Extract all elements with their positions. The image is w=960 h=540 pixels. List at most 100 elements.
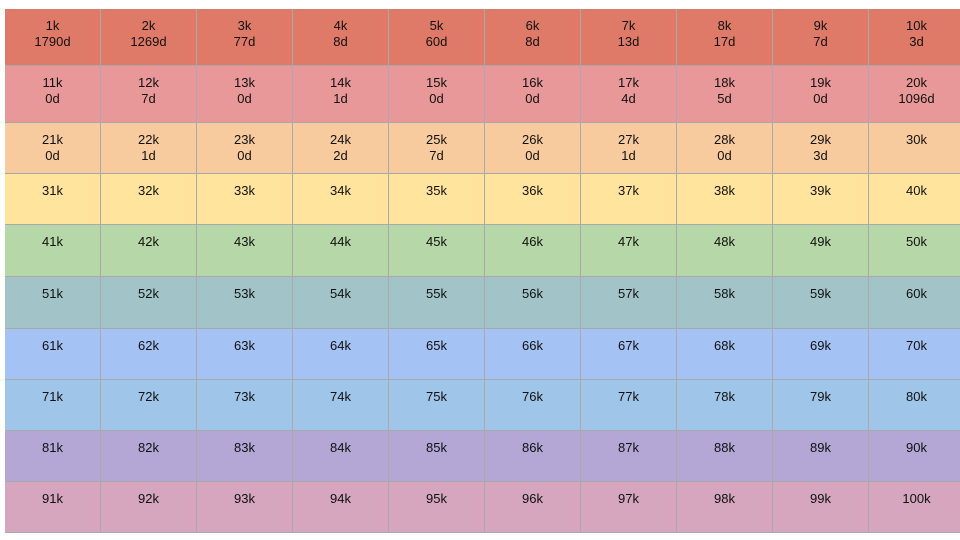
grid-cell[interactable]: 83k [197,431,293,482]
grid-cell[interactable]: 74k [293,380,389,431]
grid-cell[interactable]: 13k 0d [197,66,293,123]
grid-cell[interactable]: 19k 0d [773,66,869,123]
grid-cell[interactable]: 14k 1d [293,66,389,123]
grid-cell[interactable]: 44k [293,225,389,277]
grid-cell[interactable]: 87k [581,431,677,482]
grid-cell[interactable]: 94k [293,482,389,533]
grid-cell[interactable]: 68k [677,329,773,380]
grid-cell[interactable]: 33k [197,174,293,225]
grid-cell[interactable]: 64k [293,329,389,380]
grid-cell[interactable]: 42k [101,225,197,277]
grid-cell[interactable]: 100k [869,482,960,533]
grid-cell[interactable]: 4k 8d [293,9,389,66]
grid-cell[interactable]: 90k [869,431,960,482]
grid-cell[interactable]: 46k [485,225,581,277]
grid-cell[interactable]: 85k [389,431,485,482]
grid-cell[interactable]: 3k 77d [197,9,293,66]
grid-cell[interactable]: 41k [5,225,101,277]
grid-cell[interactable]: 89k [773,431,869,482]
grid-cell[interactable]: 10k 3d [869,9,960,66]
grid-cell[interactable]: 97k [581,482,677,533]
grid-cell[interactable]: 37k [581,174,677,225]
grid-cell[interactable]: 15k 0d [389,66,485,123]
grid-cell[interactable]: 60k [869,277,960,329]
grid-cell[interactable]: 6k 8d [485,9,581,66]
grid-cell[interactable]: 61k [5,329,101,380]
grid-cell[interactable]: 20k 1096d [869,66,960,123]
grid-cell[interactable]: 31k [5,174,101,225]
grid-cell[interactable]: 75k [389,380,485,431]
grid-cell[interactable]: 51k [5,277,101,329]
grid-cell[interactable]: 82k [101,431,197,482]
grid-cell[interactable]: 36k [485,174,581,225]
grid-cell[interactable]: 18k 5d [677,66,773,123]
grid-cell[interactable]: 21k 0d [5,123,101,174]
grid-cell[interactable]: 22k 1d [101,123,197,174]
grid-cell[interactable]: 96k [485,482,581,533]
grid-cell[interactable]: 71k [5,380,101,431]
grid-cell[interactable]: 86k [485,431,581,482]
grid-cell[interactable]: 76k [485,380,581,431]
grid-cell[interactable]: 57k [581,277,677,329]
grid-cell[interactable]: 88k [677,431,773,482]
grid-cell[interactable]: 38k [677,174,773,225]
grid-cell[interactable]: 47k [581,225,677,277]
grid-cell[interactable]: 98k [677,482,773,533]
grid-cell[interactable]: 12k 7d [101,66,197,123]
grid-cell[interactable]: 29k 3d [773,123,869,174]
grid-cell[interactable]: 95k [389,482,485,533]
grid-cell[interactable]: 91k [5,482,101,533]
grid-cell[interactable]: 34k [293,174,389,225]
grid-cell[interactable]: 52k [101,277,197,329]
grid-cell[interactable]: 69k [773,329,869,380]
grid-cell[interactable]: 45k [389,225,485,277]
grid-cell[interactable]: 43k [197,225,293,277]
grid-cell[interactable]: 40k [869,174,960,225]
grid-cell[interactable]: 25k 7d [389,123,485,174]
grid-cell[interactable]: 24k 2d [293,123,389,174]
grid-cell[interactable]: 99k [773,482,869,533]
grid-cell[interactable]: 50k [869,225,960,277]
grid-cell[interactable]: 39k [773,174,869,225]
grid-cell[interactable]: 8k 17d [677,9,773,66]
grid-cell[interactable]: 35k [389,174,485,225]
grid-cell[interactable]: 17k 4d [581,66,677,123]
grid-cell[interactable]: 23k 0d [197,123,293,174]
grid-cell[interactable]: 7k 13d [581,9,677,66]
grid-cell[interactable]: 66k [485,329,581,380]
grid-cell[interactable]: 81k [5,431,101,482]
grid-cell[interactable]: 16k 0d [485,66,581,123]
grid-cell[interactable]: 32k [101,174,197,225]
grid-cell[interactable]: 26k 0d [485,123,581,174]
grid-cell[interactable]: 55k [389,277,485,329]
grid-cell[interactable]: 28k 0d [677,123,773,174]
grid-cell[interactable]: 78k [677,380,773,431]
grid-cell[interactable]: 56k [485,277,581,329]
grid-cell[interactable]: 11k 0d [5,66,101,123]
grid-cell[interactable]: 70k [869,329,960,380]
grid-cell[interactable]: 84k [293,431,389,482]
grid-cell[interactable]: 63k [197,329,293,380]
grid-cell[interactable]: 92k [101,482,197,533]
grid-cell[interactable]: 30k [869,123,960,174]
grid-cell[interactable]: 1k 1790d [5,9,101,66]
grid-cell[interactable]: 59k [773,277,869,329]
grid-cell[interactable]: 79k [773,380,869,431]
grid-cell[interactable]: 67k [581,329,677,380]
grid-cell[interactable]: 53k [197,277,293,329]
grid-cell[interactable]: 62k [101,329,197,380]
grid-cell[interactable]: 49k [773,225,869,277]
grid-cell[interactable]: 73k [197,380,293,431]
grid-cell[interactable]: 54k [293,277,389,329]
grid-cell[interactable]: 9k 7d [773,9,869,66]
grid-cell[interactable]: 58k [677,277,773,329]
grid-cell[interactable]: 80k [869,380,960,431]
grid-cell[interactable]: 65k [389,329,485,380]
grid-cell[interactable]: 77k [581,380,677,431]
grid-cell[interactable]: 93k [197,482,293,533]
grid-cell[interactable]: 48k [677,225,773,277]
grid-cell[interactable]: 2k 1269d [101,9,197,66]
grid-cell[interactable]: 72k [101,380,197,431]
grid-cell[interactable]: 5k 60d [389,9,485,66]
grid-cell[interactable]: 27k 1d [581,123,677,174]
